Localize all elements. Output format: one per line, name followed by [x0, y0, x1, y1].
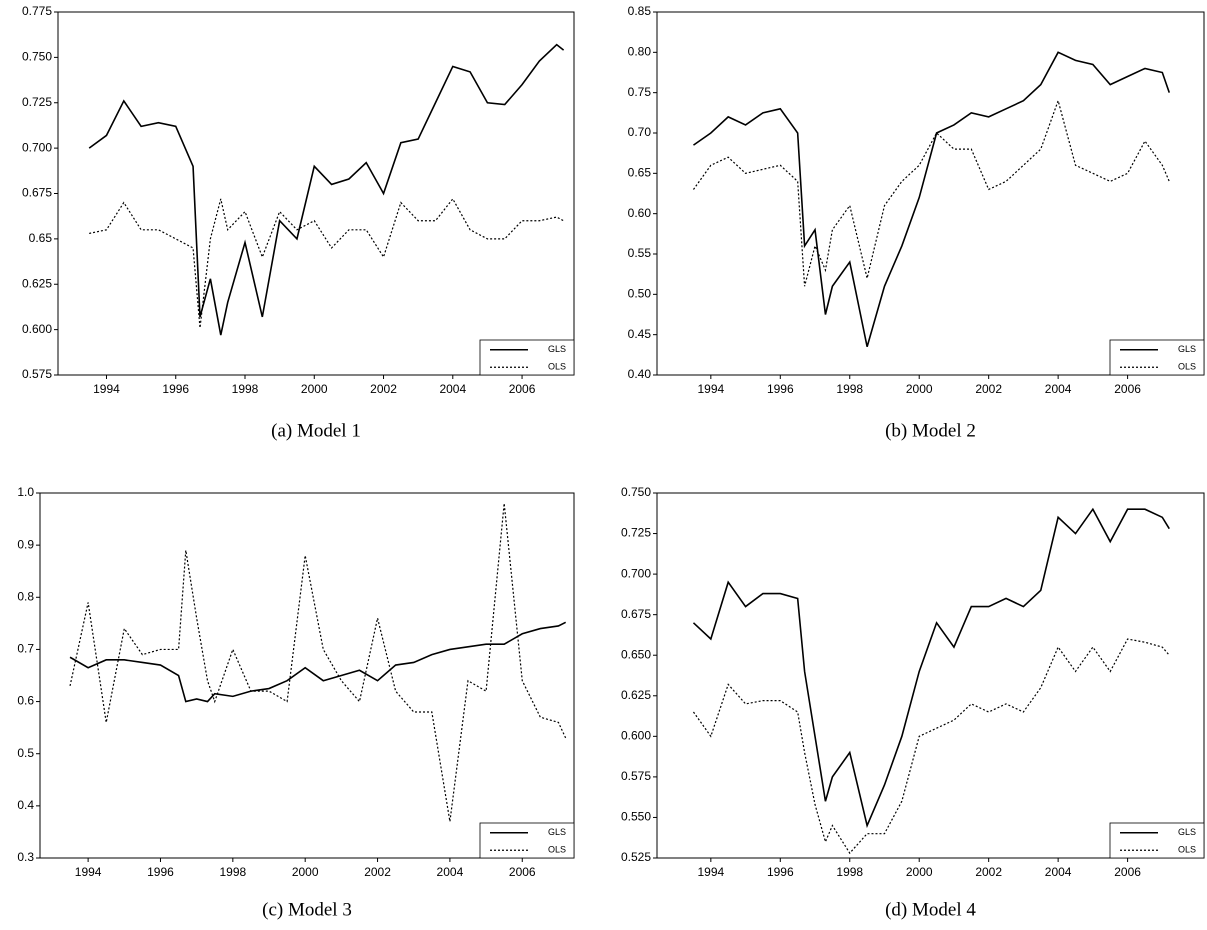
- legend-label: GLS: [1178, 344, 1196, 354]
- x-tick-label: 2000: [301, 382, 328, 396]
- legend-label: GLS: [1178, 827, 1196, 837]
- series-line: [69, 621, 567, 703]
- plot-frame: [656, 11, 1205, 376]
- x-tick-label: 2002: [975, 382, 1002, 396]
- x-tick-label: 2000: [292, 865, 319, 879]
- x-tick-label: 2002: [364, 865, 391, 879]
- plot-frame: [656, 492, 1205, 859]
- panel: 0.3 0.4 0.5 0.6 0.7 0.8 0.9 1.0 1994 1996 1998 2000…: [17, 485, 575, 920]
- y-tick-label: 0.85: [628, 4, 652, 18]
- x-tick-label: 2002: [370, 382, 397, 396]
- x-tick-label: 2006: [1114, 865, 1141, 879]
- x-tick-label: 2006: [509, 382, 536, 396]
- y-tick-label: 0.600: [22, 322, 52, 336]
- y-tick-label: 0.80: [628, 45, 652, 59]
- legend-label: OLS: [1178, 845, 1196, 855]
- y-tick-label: 0.9: [17, 537, 34, 551]
- y-tick-label: 0.550: [621, 810, 651, 824]
- x-tick-label: 2004: [1045, 382, 1072, 396]
- x-tick-label: 2000: [906, 865, 933, 879]
- x-tick-label: 1996: [767, 382, 794, 396]
- legend-box: [479, 822, 575, 859]
- y-tick-label: 0.625: [22, 276, 52, 290]
- y-tick-label: 0.60: [628, 206, 652, 220]
- y-tick-label: 0.525: [621, 850, 651, 864]
- series-line: [692, 638, 1170, 855]
- x-tick-label: 1996: [767, 865, 794, 879]
- y-tick-label: 0.600: [621, 729, 651, 743]
- x-tick-label: 1996: [147, 865, 174, 879]
- y-tick-label: 0.55: [628, 246, 652, 260]
- x-tick-label: 2000: [906, 382, 933, 396]
- legend-box: [479, 339, 575, 376]
- legend-label: OLS: [1178, 362, 1196, 372]
- series-line: [692, 507, 1170, 829]
- y-tick-label: 0.50: [628, 287, 652, 301]
- y-tick-label: 0.675: [621, 607, 651, 621]
- caption: (d) Model 4: [885, 899, 976, 920]
- y-tick-label: 0.6: [17, 694, 34, 708]
- y-tick-label: 0.65: [628, 166, 652, 180]
- x-tick-label: 1998: [836, 382, 863, 396]
- x-tick-label: 2004: [439, 382, 466, 396]
- legend-label: OLS: [548, 845, 566, 855]
- y-tick-label: 0.725: [621, 526, 651, 540]
- legend-label: GLS: [548, 827, 566, 837]
- x-tick-label: 1998: [232, 382, 259, 396]
- y-tick-label: 1.0: [17, 485, 34, 499]
- y-tick-label: 0.70: [628, 125, 652, 139]
- y-tick-label: 0.8: [17, 589, 34, 603]
- x-tick-label: 1998: [219, 865, 246, 879]
- y-tick-label: 0.700: [22, 140, 52, 154]
- y-tick-label: 0.625: [621, 688, 651, 702]
- panel: 0.575 0.600 0.625 0.65 0.675 0.700 0.725 0.750 0…: [22, 4, 575, 441]
- x-tick-label: 2004: [1045, 865, 1072, 879]
- y-tick-label: 0.675: [22, 186, 52, 200]
- y-tick-label: 0.65: [29, 231, 53, 245]
- legend-label: GLS: [548, 344, 566, 354]
- y-tick-label: 0.750: [22, 50, 52, 64]
- y-tick-label: 0.4: [17, 798, 34, 812]
- y-tick-label: 0.700: [621, 566, 651, 580]
- caption: (b) Model 2: [885, 420, 976, 441]
- y-tick-label: 0.775: [22, 4, 52, 18]
- y-tick-label: 0.575: [621, 769, 651, 783]
- x-tick-label: 2006: [1114, 382, 1141, 396]
- plot-frame: [57, 11, 575, 376]
- x-tick-label: 1998: [836, 865, 863, 879]
- legend-box: [1109, 339, 1205, 376]
- y-tick-label: 0.575: [22, 367, 52, 381]
- y-tick-label: 0.3: [17, 850, 34, 864]
- y-tick-label: 0.45: [628, 327, 652, 341]
- x-tick-label: 1996: [162, 382, 189, 396]
- y-tick-label: 0.40: [628, 367, 652, 381]
- x-tick-label: 2006: [509, 865, 536, 879]
- x-tick-label: 1994: [75, 865, 102, 879]
- legend-label: OLS: [548, 362, 566, 372]
- y-tick-label: 0.750: [621, 485, 651, 499]
- y-tick-label: 0.7: [17, 642, 34, 656]
- series-line: [69, 503, 567, 822]
- y-tick-label: 0.75: [628, 85, 652, 99]
- y-tick-label: 0.650: [621, 647, 651, 661]
- x-tick-label: 2004: [437, 865, 464, 879]
- x-tick-label: 2002: [975, 865, 1002, 879]
- plot-frame: [39, 492, 575, 859]
- x-tick-label: 1994: [93, 382, 120, 396]
- caption: (c) Model 3: [262, 899, 352, 920]
- legend-box: [1109, 822, 1205, 859]
- series-line: [692, 98, 1170, 287]
- x-tick-label: 1994: [697, 865, 724, 879]
- caption: (a) Model 1: [271, 420, 361, 441]
- y-tick-label: 0.5: [17, 746, 34, 760]
- series-line: [89, 197, 564, 328]
- panel: 0.40 0.45 0.50 0.55 0.60 0.65 0.70 0.75 0.80 0.85…: [628, 4, 1205, 441]
- series-line: [88, 43, 565, 336]
- panel: 0.525 0.550 0.575 0.600 0.625 0.650 0.675 0.700…: [621, 485, 1205, 920]
- series-line: [693, 51, 1171, 347]
- y-tick-label: 0.725: [22, 95, 52, 109]
- x-tick-label: 1994: [697, 382, 724, 396]
